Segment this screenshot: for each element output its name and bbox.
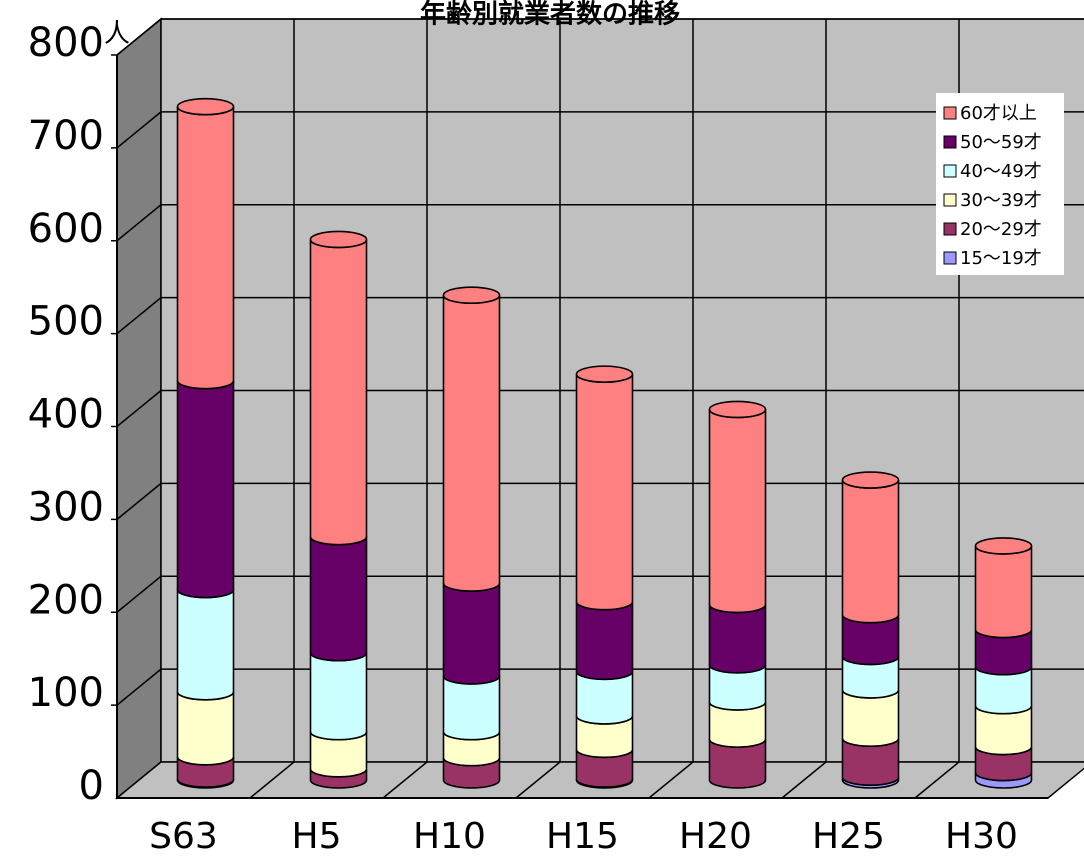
legend-box: [936, 93, 1064, 275]
x-axis-ticks: S63 H5 H10 H15 H20 H25 H30: [149, 816, 1018, 857]
bar-stack-H5: [309, 230, 368, 789]
bar-segment: [575, 373, 634, 611]
bar-stack-H25: [841, 471, 900, 789]
bars-layer: [176, 97, 1033, 789]
bar-top-cap: [176, 97, 235, 116]
x-tick-label: H20: [679, 816, 752, 857]
bar-segment: [841, 479, 900, 624]
legend-swatch: [943, 135, 957, 149]
bar-top-cap: [841, 471, 900, 489]
bar-segment: [176, 380, 235, 599]
legend-swatch: [943, 251, 957, 265]
bar-segment: [708, 604, 767, 674]
bar-stack-H10: [442, 286, 501, 789]
grid-line-side: [116, 575, 162, 613]
grid-line-floor: [648, 761, 694, 799]
grid-line-floor: [515, 761, 561, 799]
bar-segment: [309, 652, 368, 741]
y-axis-ticks: 0 100 200 300 400 500 600 700 800: [28, 20, 104, 809]
y-tick-label: 0: [79, 763, 104, 809]
legend-swatch: [943, 106, 957, 120]
y-tick-label: 600: [28, 206, 104, 252]
x-tick-label: H30: [945, 816, 1018, 857]
legend-swatch: [943, 164, 957, 178]
y-tick-label: 700: [28, 113, 104, 159]
legend-entry: 20〜29才: [960, 219, 1042, 240]
grid-line-side: [116, 668, 162, 706]
grid-line-side: [116, 111, 162, 149]
bar-segment: [309, 239, 368, 546]
legend-entry: 15〜19才: [960, 248, 1042, 269]
x-tick-label: H5: [292, 816, 342, 857]
grid-line-floor: [382, 761, 428, 799]
bar-segment: [974, 545, 1033, 639]
bar-stack-H30: [974, 537, 1033, 789]
grid-line-side: [116, 389, 162, 428]
bar-segment: [442, 675, 501, 741]
y-tick-label: 300: [28, 484, 104, 530]
y-tick-label: 200: [28, 577, 104, 623]
bar-segment: [442, 295, 501, 592]
x-tick-label: S63: [149, 816, 218, 857]
bar-segment: [176, 691, 235, 766]
bar-segment: [176, 589, 235, 701]
bar-stack-H20: [708, 400, 767, 789]
grid-line-side: [116, 204, 162, 242]
bar-stack-S63: [176, 97, 235, 789]
bar-top-cap: [974, 537, 1033, 555]
bar-top-cap: [309, 230, 368, 249]
grid-line-floor: [781, 761, 827, 799]
x-tick-label: H25: [812, 816, 885, 857]
bar-top-cap: [442, 286, 501, 304]
x-tick-label: H15: [546, 816, 619, 857]
y-axis-unit-label: 人: [104, 19, 130, 49]
grid-line-floor: [914, 761, 960, 799]
grid-line-side: [116, 18, 162, 56]
legend-entry: 50〜59才: [960, 132, 1042, 153]
bar-top-cap: [708, 400, 767, 419]
grid-line-floor: [249, 761, 295, 799]
legend-entry: 60才以上: [960, 103, 1037, 124]
legend-entry: 30〜39才: [960, 190, 1042, 211]
y-tick-label: 500: [28, 299, 104, 345]
bar-stack-H15: [575, 365, 634, 789]
legend-entry: 40〜49才: [960, 161, 1042, 182]
grid-line-side: [116, 482, 162, 520]
y-tick-label: 800: [28, 20, 104, 66]
bar-segment: [176, 106, 235, 390]
legend-swatch: [943, 222, 957, 236]
bar-segment: [442, 582, 501, 685]
bar-top-cap: [575, 365, 634, 383]
bar-segment: [575, 601, 634, 681]
x-tick-label: H10: [413, 816, 486, 857]
bar-segment: [708, 409, 767, 614]
grid-line-side: [116, 297, 162, 335]
bar-segment: [309, 536, 368, 662]
y-tick-label: 100: [28, 670, 104, 716]
legend-swatch: [943, 193, 957, 207]
y-tick-label: 400: [28, 392, 104, 438]
chart-title: 年齢別就業者数の推移: [420, 0, 680, 29]
legend: 60才以上 50〜59才 40〜49才 30〜39才 20〜29才 15〜19才: [936, 93, 1064, 275]
